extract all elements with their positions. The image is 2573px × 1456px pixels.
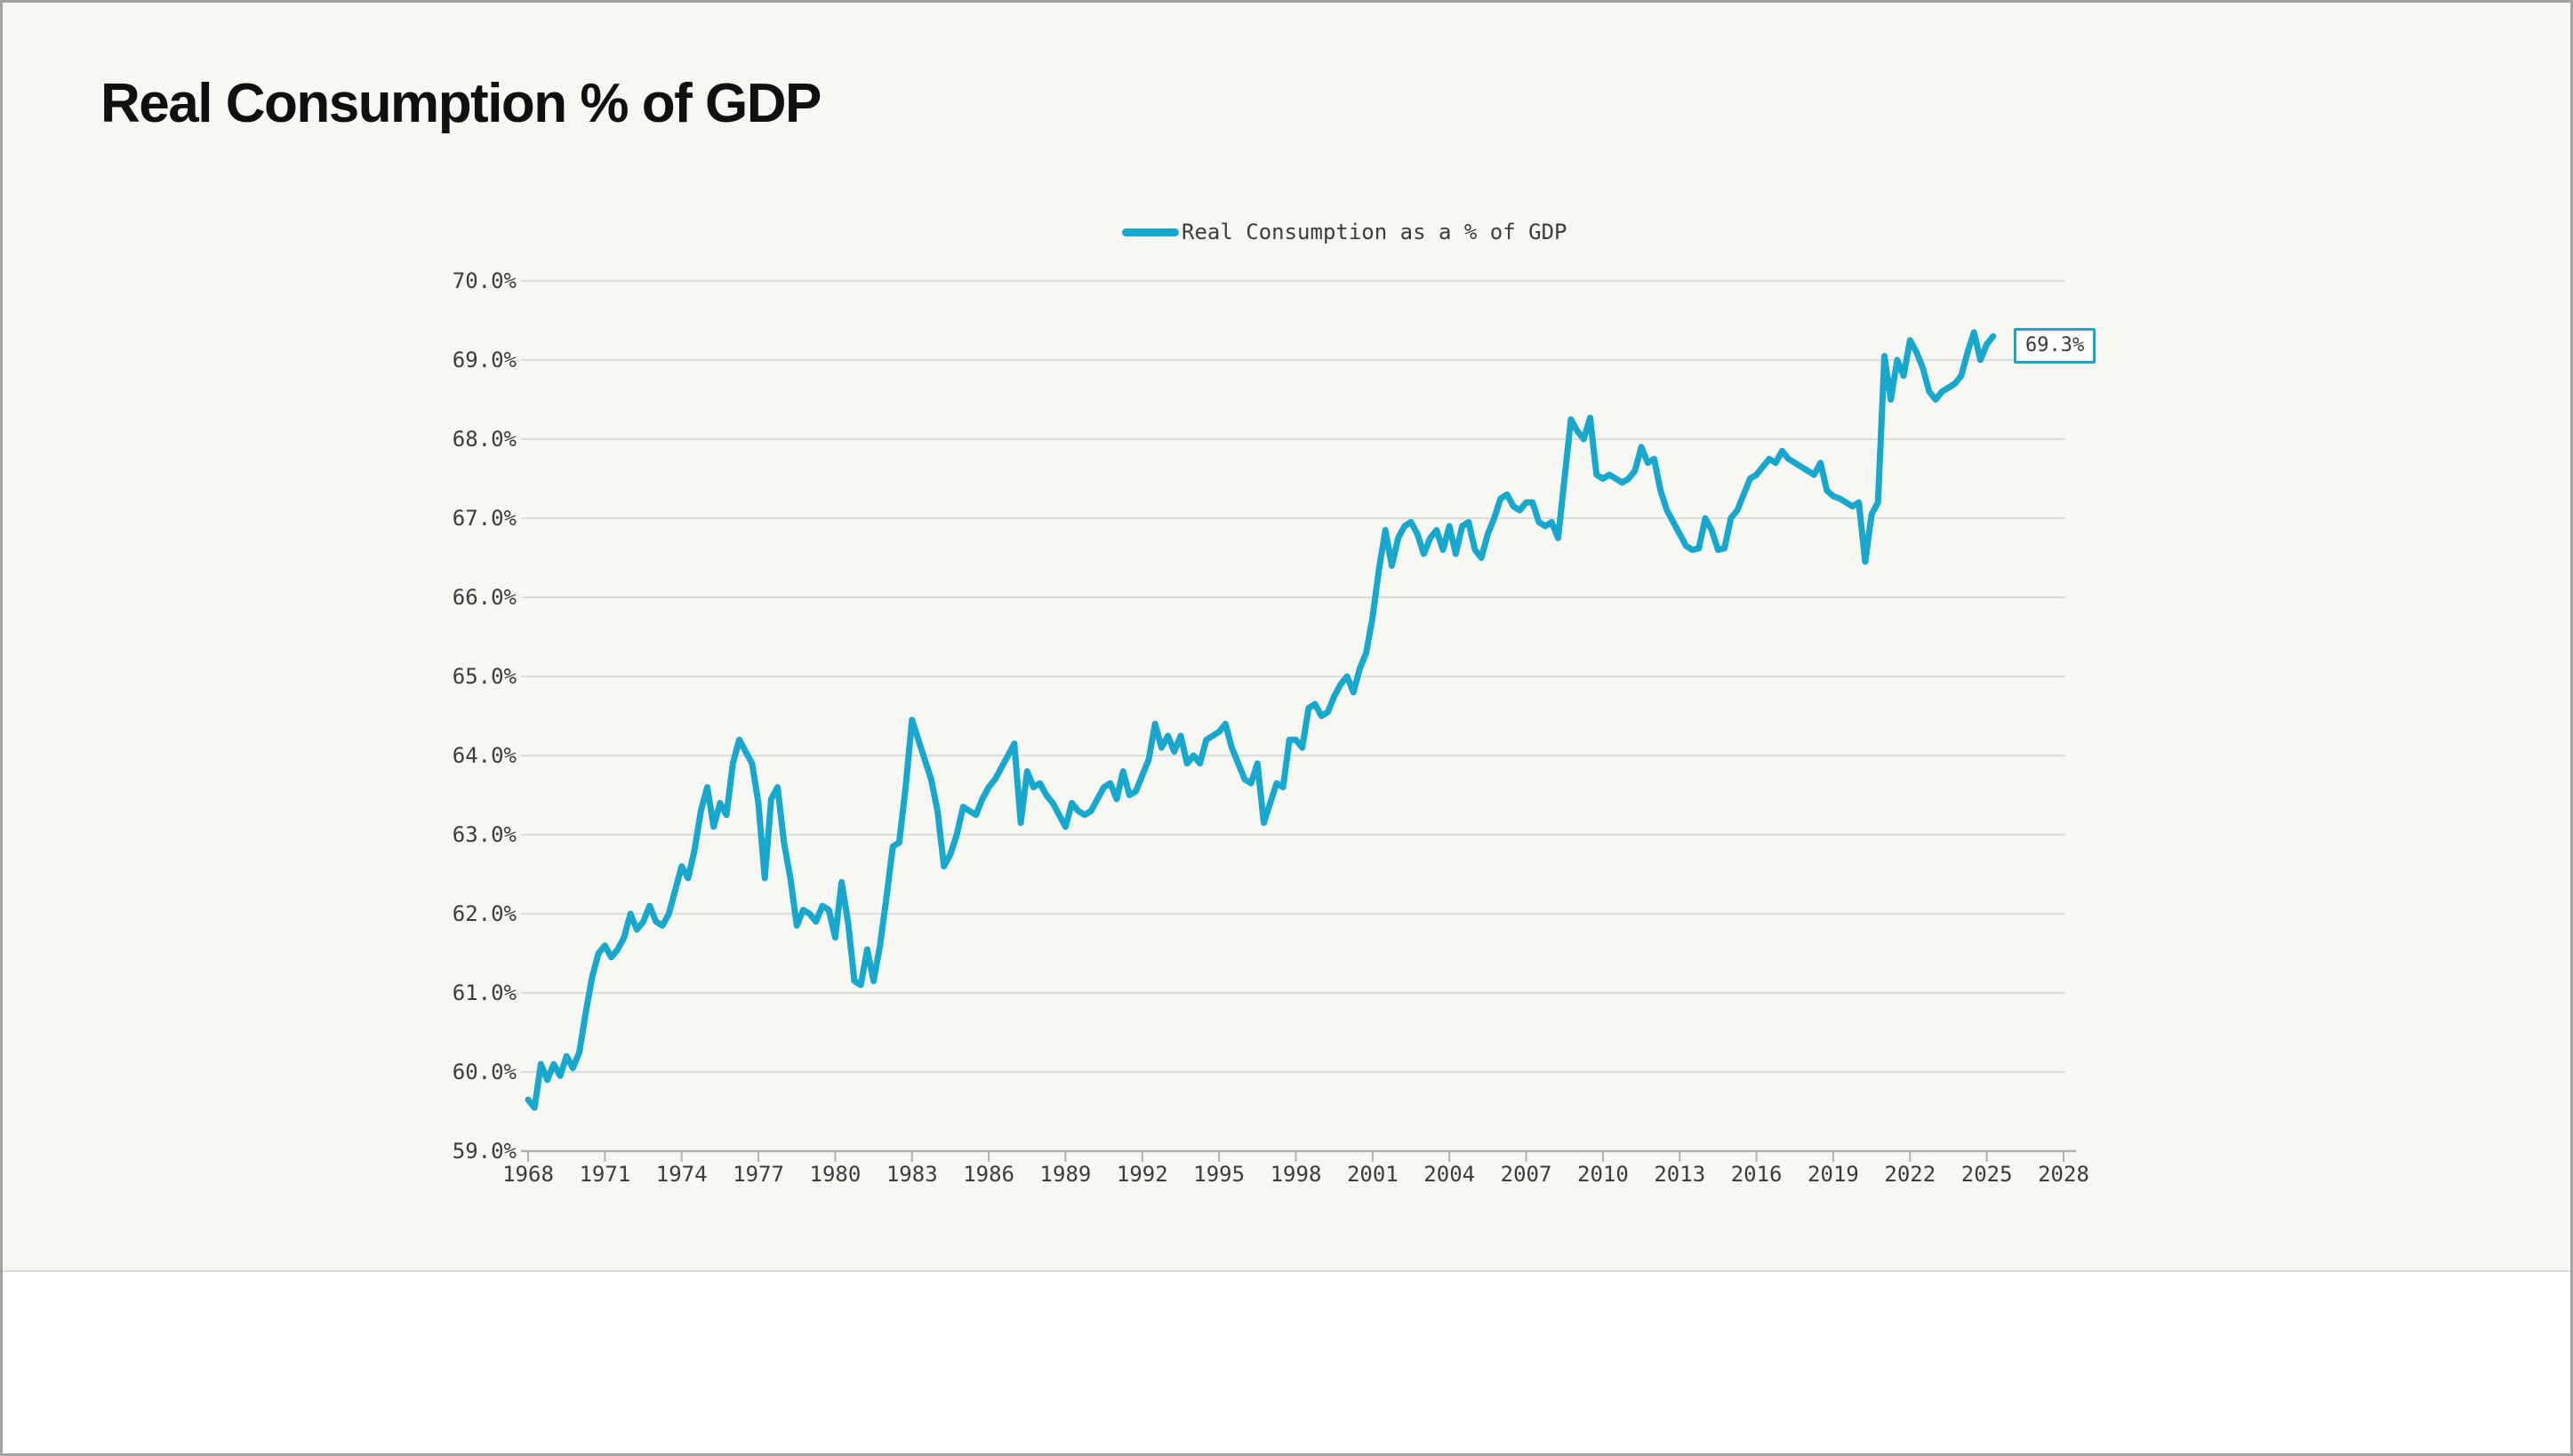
y-tick-label: 70.0%	[452, 268, 517, 293]
x-tick-label: 2019	[1808, 1162, 1859, 1187]
x-tick-label: 2028	[2038, 1162, 2089, 1187]
x-tick-label: 2025	[1960, 1162, 2013, 1187]
chart-canvas	[521, 280, 2076, 1162]
y-tick-label: 59.0%	[452, 1139, 517, 1164]
y-tick-label: 67.0%	[452, 506, 517, 531]
y-tick-label: 64.0%	[452, 743, 517, 768]
legend-line-swatch-icon	[1122, 228, 1179, 236]
y-tick-label: 66.0%	[452, 585, 517, 610]
x-tick-label: 1995	[1193, 1162, 1246, 1187]
x-tick-label: 1977	[733, 1162, 784, 1187]
latest-value-callout: 69.3%	[2014, 328, 2096, 364]
legend-label: Real Consumption as a % of GDP	[1182, 220, 1567, 244]
y-tick-label: 60.0%	[452, 1060, 517, 1084]
y-tick-label: 63.0%	[452, 822, 517, 847]
x-tick-label: 2001	[1346, 1162, 1399, 1187]
x-tick-label: 1974	[655, 1162, 708, 1187]
legend: Real Consumption as a % of GDP	[1122, 220, 1567, 244]
x-tick-label: 2022	[1884, 1162, 1936, 1187]
x-tick-label: 1989	[1039, 1162, 1092, 1187]
footer: EPB This report is prepared for the excl…	[3, 1270, 2570, 1453]
y-tick-label: 62.0%	[452, 901, 517, 926]
x-tick-label: 2016	[1730, 1162, 1783, 1187]
x-tick-label: 1980	[809, 1162, 862, 1187]
x-tick-label: 1986	[963, 1162, 1014, 1187]
y-tick-label: 61.0%	[452, 980, 517, 1005]
consumption-series-line	[525, 329, 1997, 1111]
chart-title: Real Consumption % of GDP	[100, 73, 822, 134]
x-tick-label: 1971	[579, 1162, 631, 1187]
x-tick-label: 1992	[1116, 1162, 1168, 1187]
y-tick-label: 69.0%	[452, 348, 517, 372]
x-tick-label: 2010	[1576, 1162, 1629, 1187]
x-tick-label: 2004	[1423, 1162, 1476, 1187]
y-tick-label: 65.0%	[452, 664, 517, 689]
x-tick-label: 1968	[502, 1162, 554, 1187]
x-tick-label: 1998	[1270, 1162, 1322, 1187]
y-tick-label: 68.0%	[452, 427, 517, 452]
x-tick-label: 2013	[1654, 1162, 1706, 1187]
x-tick-label: 1983	[886, 1162, 938, 1187]
x-tick-label: 2007	[1500, 1162, 1552, 1187]
